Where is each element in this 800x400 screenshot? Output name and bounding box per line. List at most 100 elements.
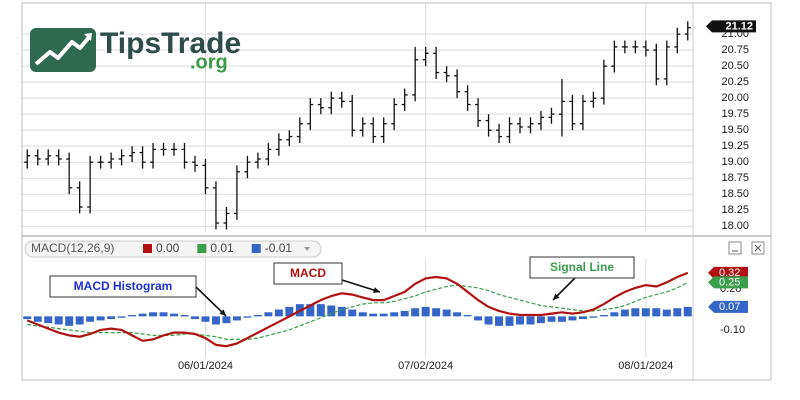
histogram-bar (421, 306, 430, 317)
minimize-button[interactable] (728, 241, 742, 255)
ohlc-bar (569, 94, 576, 131)
y-tick-label: 19.00 (721, 156, 749, 168)
ohlc-bar (160, 142, 167, 156)
value-tag-label: 0.07 (719, 301, 740, 313)
histogram-bar (306, 304, 315, 317)
histogram-bar (484, 316, 493, 325)
signal-line (27, 281, 689, 340)
ohlc-bar (422, 46, 429, 67)
histogram-bar (117, 316, 126, 318)
histogram-bar (652, 308, 661, 317)
y-tick-label: 20.75 (721, 44, 749, 56)
histogram-bar (516, 316, 524, 325)
macd-line (26, 271, 689, 348)
histogram-bar (159, 312, 168, 317)
x-tick-label: 08/01/2024 (618, 360, 673, 372)
logo-arrow (84, 33, 92, 41)
histogram-bar (400, 310, 409, 317)
ohlc-bar (129, 146, 136, 163)
histogram-bar (463, 315, 472, 317)
ohlc-bar (485, 114, 492, 137)
histogram-bar (191, 316, 199, 320)
ohlc-bar (496, 123, 503, 143)
histogram-bar (495, 316, 504, 326)
ohlc-bar (380, 117, 387, 143)
ohlc-bar (45, 149, 52, 166)
ohlc-bar (506, 117, 513, 143)
ohlc-bar (359, 117, 366, 137)
ohlc-bar (87, 155, 94, 214)
histogram-bar (390, 312, 399, 317)
histogram-bar (442, 309, 451, 317)
histogram-bar (327, 305, 336, 317)
ohlc-bar (642, 40, 649, 57)
ohlc-bar (548, 107, 555, 124)
ohlc-bar (663, 40, 670, 86)
x-tick-label: 06/01/2024 (178, 360, 233, 372)
annotation-arrow (341, 279, 381, 293)
ohlc-bar (223, 207, 230, 230)
ohlc-bar (579, 94, 586, 131)
annotation: Signal Line (550, 260, 614, 274)
histogram-bar (411, 308, 420, 317)
histogram-bar (23, 316, 32, 320)
histogram-bar (474, 316, 483, 321)
legend-dropdown (304, 247, 311, 251)
histogram-bar (536, 316, 545, 324)
ohlc-bar (317, 98, 324, 115)
histogram-bar (379, 313, 388, 317)
histogram-bar (33, 316, 42, 322)
histogram-bar (337, 306, 346, 317)
ohlc-bar (24, 149, 31, 169)
ohlc-bar (621, 40, 628, 54)
ohlc-bar (108, 152, 115, 169)
ohlc-bar (412, 46, 419, 102)
ohlc-bar (233, 165, 240, 220)
histogram-bar (568, 316, 577, 321)
annotation-box (49, 275, 197, 298)
ohlc-bar (674, 27, 681, 54)
y-tick-label: 18.00 (721, 220, 749, 232)
logo-name: TipsTrade (100, 27, 241, 60)
ohlc-bar (475, 98, 482, 127)
legend-swatch (143, 244, 152, 253)
annotation-arrowhead (553, 293, 560, 300)
ohlc-bar (517, 117, 524, 134)
annotation-arrow (195, 286, 227, 317)
ohlc-bar (181, 142, 188, 169)
y-tick-label: 18.25 (721, 204, 749, 216)
value-tag-label: 0.32 (719, 267, 740, 279)
y-tick-label: 20.00 (721, 92, 749, 104)
histogram-bar (526, 316, 535, 325)
ohlc-bar (433, 46, 440, 79)
y-tick-label: 18.75 (721, 172, 749, 184)
legend-title: MACD(12,26,9) (31, 241, 114, 255)
histogram-bar (222, 316, 231, 324)
ohlc-bar (55, 149, 62, 166)
histogram-bar (285, 306, 294, 317)
logo-suffix: .org (190, 51, 228, 73)
histogram-bar (253, 315, 262, 317)
ohlc-bar (391, 98, 398, 131)
histogram-bar (557, 316, 566, 322)
close-icon (754, 244, 762, 252)
ohlc-bar (684, 21, 691, 41)
ohlc-bar (97, 155, 104, 169)
ohlc-bar (202, 158, 209, 195)
histogram-bar (453, 312, 462, 317)
ohlc-bar (454, 69, 461, 99)
ohlc-bar (254, 152, 261, 169)
ohlc-bar (191, 155, 198, 172)
y-tick-label: 19.25 (721, 140, 749, 152)
histogram-bar (620, 309, 629, 317)
histogram-bar (358, 312, 367, 317)
ohlc-bar (265, 142, 272, 166)
ohlc-bar (600, 59, 607, 105)
ohlc-bar (244, 155, 251, 179)
histogram-bar (683, 306, 692, 317)
legend-value: 0.01 (210, 241, 234, 255)
ohlc-bar (632, 40, 639, 54)
ohlc-bar (212, 181, 219, 230)
histogram-bar (505, 316, 514, 326)
